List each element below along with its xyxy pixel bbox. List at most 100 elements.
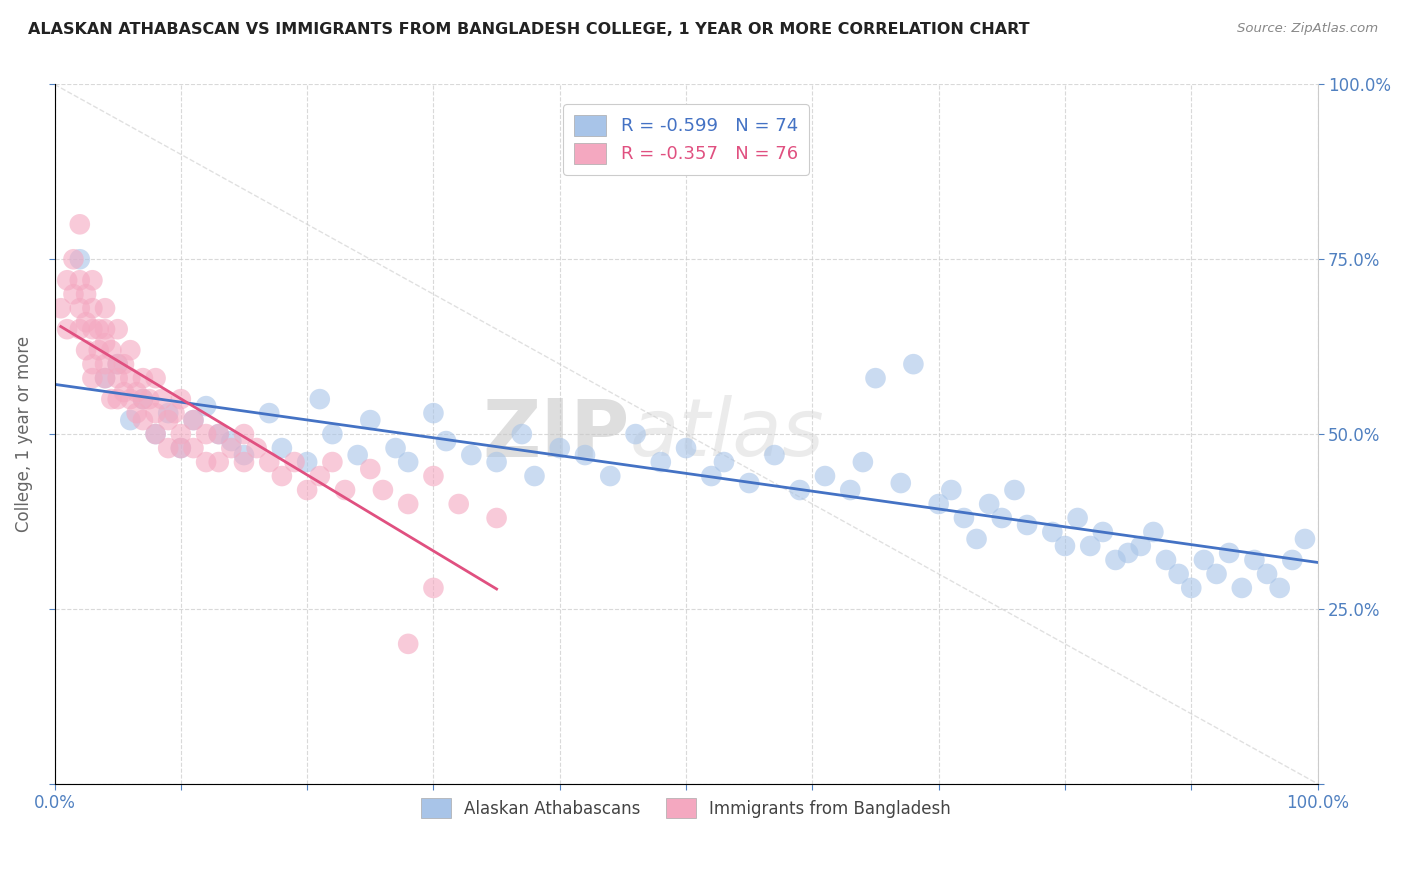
Point	[270, 469, 292, 483]
Point	[396, 637, 419, 651]
Point	[75, 315, 97, 329]
Point	[523, 469, 546, 483]
Point	[132, 413, 155, 427]
Point	[763, 448, 786, 462]
Point	[75, 287, 97, 301]
Point	[447, 497, 470, 511]
Point	[69, 252, 91, 267]
Point	[195, 399, 218, 413]
Point	[890, 476, 912, 491]
Point	[270, 441, 292, 455]
Point	[953, 511, 976, 525]
Point	[675, 441, 697, 455]
Point	[125, 385, 148, 400]
Point	[396, 455, 419, 469]
Point	[371, 483, 394, 497]
Point	[1104, 553, 1126, 567]
Point	[87, 322, 110, 336]
Point	[107, 371, 129, 385]
Point	[82, 322, 104, 336]
Point	[839, 483, 862, 497]
Point	[94, 301, 117, 316]
Point	[713, 455, 735, 469]
Point	[321, 455, 343, 469]
Point	[163, 406, 186, 420]
Point	[94, 336, 117, 351]
Point	[1078, 539, 1101, 553]
Point	[650, 455, 672, 469]
Point	[183, 441, 205, 455]
Point	[195, 455, 218, 469]
Point	[195, 427, 218, 442]
Point	[991, 511, 1014, 525]
Point	[150, 392, 173, 406]
Point	[574, 448, 596, 462]
Point	[422, 406, 444, 420]
Point	[966, 532, 988, 546]
Point	[82, 301, 104, 316]
Point	[928, 497, 950, 511]
Y-axis label: College, 1 year or more: College, 1 year or more	[15, 336, 32, 533]
Point	[69, 322, 91, 336]
Point	[157, 406, 180, 420]
Point	[107, 392, 129, 406]
Point	[145, 427, 167, 442]
Point	[56, 273, 79, 287]
Point	[485, 455, 508, 469]
Point	[1154, 553, 1177, 567]
Point	[170, 427, 193, 442]
Point	[624, 427, 647, 442]
Point	[69, 301, 91, 316]
Point	[138, 392, 160, 406]
Point	[221, 434, 243, 448]
Point	[100, 343, 122, 358]
Legend: Alaskan Athabascans, Immigrants from Bangladesh: Alaskan Athabascans, Immigrants from Ban…	[415, 792, 957, 824]
Point	[132, 392, 155, 406]
Point	[346, 448, 368, 462]
Point	[865, 371, 887, 385]
Point	[100, 392, 122, 406]
Text: ZIP: ZIP	[482, 395, 630, 473]
Point	[69, 217, 91, 231]
Point	[384, 441, 406, 455]
Point	[321, 427, 343, 442]
Point	[183, 413, 205, 427]
Point	[1180, 581, 1202, 595]
Point	[359, 462, 381, 476]
Point	[789, 483, 811, 497]
Point	[120, 343, 142, 358]
Point	[1205, 566, 1227, 581]
Point	[82, 357, 104, 371]
Point	[1015, 518, 1038, 533]
Point	[422, 581, 444, 595]
Point	[1091, 524, 1114, 539]
Point	[82, 371, 104, 385]
Point	[170, 441, 193, 455]
Point	[107, 322, 129, 336]
Point	[257, 455, 280, 469]
Point	[422, 469, 444, 483]
Point	[548, 441, 571, 455]
Point	[1116, 546, 1139, 560]
Point	[56, 322, 79, 336]
Text: ALASKAN ATHABASCAN VS IMMIGRANTS FROM BANGLADESH COLLEGE, 1 YEAR OR MORE CORRELA: ALASKAN ATHABASCAN VS IMMIGRANTS FROM BA…	[28, 22, 1029, 37]
Point	[208, 427, 231, 442]
Point	[852, 455, 875, 469]
Point	[183, 413, 205, 427]
Point	[208, 427, 231, 442]
Point	[510, 427, 533, 442]
Point	[1066, 511, 1088, 525]
Point	[145, 371, 167, 385]
Point	[333, 483, 356, 497]
Point	[979, 497, 1001, 511]
Point	[246, 441, 269, 455]
Point	[599, 469, 621, 483]
Point	[359, 413, 381, 427]
Point	[233, 427, 256, 442]
Point	[69, 273, 91, 287]
Point	[107, 357, 129, 371]
Point	[145, 406, 167, 420]
Point	[485, 511, 508, 525]
Point	[62, 252, 84, 267]
Point	[1004, 483, 1026, 497]
